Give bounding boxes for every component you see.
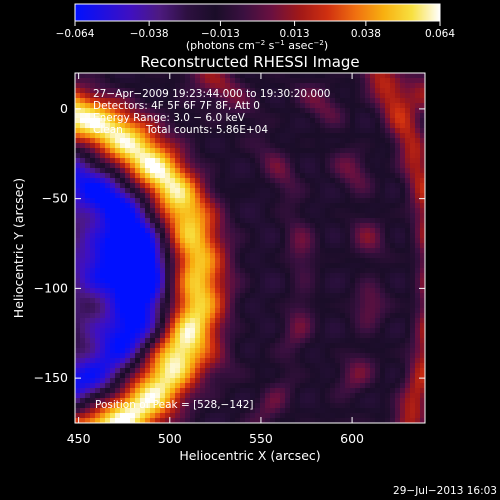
colorbar-tick-label: 0.013 — [280, 28, 310, 40]
plot-frame — [74, 72, 426, 424]
x-tick-label: 500 — [158, 431, 182, 446]
detectors-text: Detectors: 4F 5F 6F 7F 8F, Att 0 — [93, 100, 260, 112]
time-range-text: 27−Apr−2009 19:23:44.000 to 19:30:20.000 — [93, 88, 330, 100]
x-tick-label: 550 — [249, 431, 273, 446]
footer-timestamp: 29−Jul−2013 16:03 — [393, 485, 497, 497]
energy-range-text: Energy Range: 3.0 − 6.0 keV — [93, 112, 246, 124]
colorbar-tick-label: 0.038 — [351, 28, 381, 40]
y-tick-label: −50 — [42, 191, 68, 206]
y-tick-label: −100 — [34, 280, 68, 295]
colorbar-ticks: −0.064 −0.038 −0.013 0.013 0.038 0.064 — [56, 21, 455, 40]
y-axis-label: Heliocentric Y (arcsec) — [11, 178, 26, 318]
method-text: Clean — [93, 124, 123, 136]
colorbar-tick-label: −0.013 — [201, 28, 240, 40]
y-tick-label: 0 — [60, 101, 68, 116]
x-tick-label: 600 — [340, 431, 364, 446]
y-tick-label: −150 — [34, 370, 68, 385]
colorbar-tick-label: 0.064 — [425, 28, 455, 40]
plot-image — [75, 73, 425, 423]
axis-ticks: 450 500 550 600 0 −50 −100 −150 — [34, 73, 425, 446]
colorbar: −0.064 −0.038 −0.013 0.013 0.038 0.064 (photo… — [56, 3, 455, 52]
colorbar-units: (photons cm−2 s−1 asec−2) — [186, 39, 328, 52]
colorbar-tick-label: −0.038 — [130, 28, 169, 40]
x-axis-label: Heliocentric X (arcsec) — [179, 448, 320, 463]
chart-title: Reconstructed RHESSI Image — [140, 53, 359, 71]
annotations: 27−Apr−2009 19:23:44.000 to 19:30:20.000… — [93, 88, 330, 411]
total-counts-text: Total counts: 5.86E+04 — [145, 124, 268, 136]
peak-position-text: Position of Peak = [528,−142] — [95, 399, 254, 411]
x-tick-label: 450 — [67, 431, 91, 446]
colorbar-gradient — [74, 3, 441, 22]
colorbar-tick-label: −0.064 — [56, 28, 95, 40]
